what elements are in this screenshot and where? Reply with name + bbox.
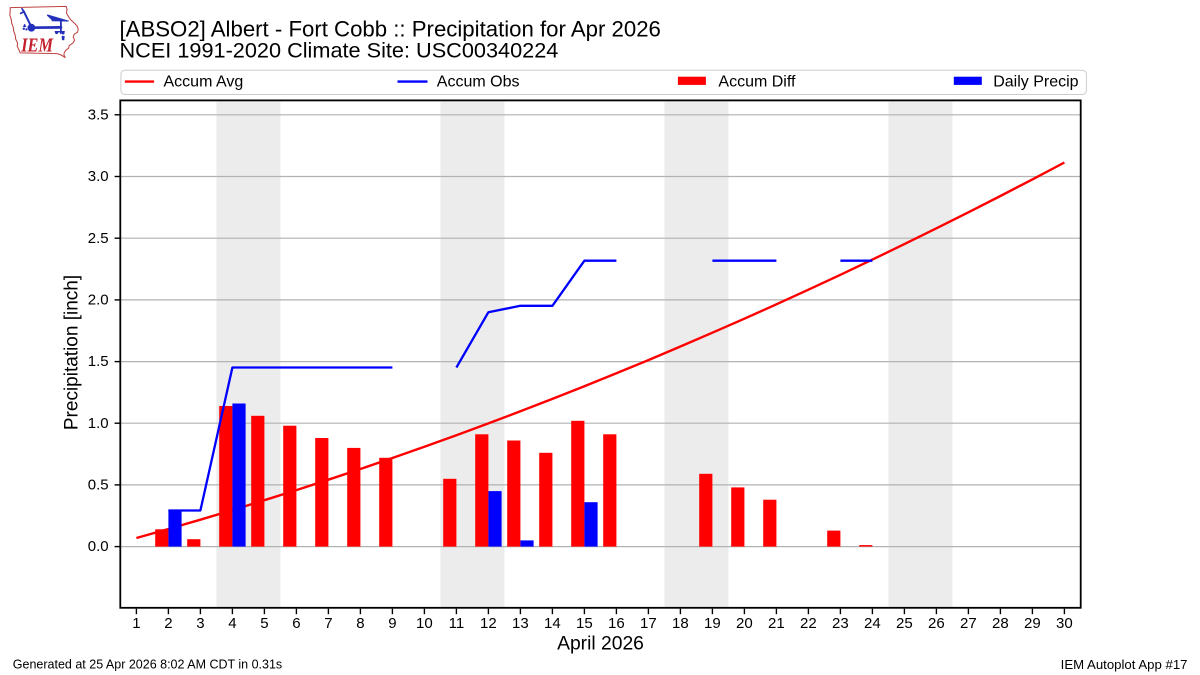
svg-text:11: 11: [449, 615, 465, 632]
svg-text:1.0: 1.0: [88, 415, 109, 432]
svg-text:3: 3: [196, 615, 204, 632]
svg-text:9: 9: [388, 615, 396, 632]
svg-text:7: 7: [324, 615, 332, 632]
svg-text:Generated at 25 Apr 2026 8:02: Generated at 25 Apr 2026 8:02 AM CDT in …: [13, 657, 282, 671]
svg-text:Daily Precip: Daily Precip: [993, 74, 1078, 91]
svg-text:[ABSO2] Albert - Fort Cobb ::: [ABSO2] Albert - Fort Cobb :: Precipitat…: [120, 16, 661, 41]
svg-text:0.5: 0.5: [88, 477, 109, 494]
svg-text:17: 17: [640, 615, 657, 632]
svg-text:3.5: 3.5: [88, 106, 109, 123]
svg-text:8: 8: [356, 615, 364, 632]
svg-text:15: 15: [576, 615, 593, 632]
svg-text:IEM: IEM: [20, 34, 54, 56]
svg-text:29: 29: [1024, 615, 1041, 632]
svg-text:14: 14: [544, 615, 561, 632]
svg-text:25: 25: [896, 615, 913, 632]
svg-text:Accum Avg: Accum Avg: [164, 74, 244, 91]
svg-text:IEM Autoplot App #17: IEM Autoplot App #17: [1061, 657, 1188, 672]
svg-text:18: 18: [672, 615, 689, 632]
svg-text:24: 24: [864, 615, 881, 632]
svg-text:20: 20: [736, 615, 753, 632]
svg-text:27: 27: [960, 615, 977, 632]
svg-text:23: 23: [832, 615, 849, 632]
svg-text:6: 6: [292, 615, 300, 632]
svg-text:1.5: 1.5: [88, 353, 109, 370]
svg-text:30: 30: [1056, 615, 1073, 632]
svg-text:2: 2: [164, 615, 172, 632]
svg-text:5: 5: [260, 615, 268, 632]
svg-text:2.0: 2.0: [88, 292, 109, 309]
svg-text:Accum Diff: Accum Diff: [718, 74, 796, 91]
svg-text:NCEI 1991-2020 Climate Site: U: NCEI 1991-2020 Climate Site: USC00340224: [120, 38, 559, 63]
svg-text:April 2026: April 2026: [557, 633, 644, 654]
svg-text:12: 12: [480, 615, 497, 632]
svg-text:Accum Obs: Accum Obs: [437, 74, 520, 91]
svg-text:1: 1: [132, 615, 140, 632]
svg-text:26: 26: [928, 615, 945, 632]
svg-text:Precipitation [inch]: Precipitation [inch]: [62, 275, 83, 430]
svg-text:4: 4: [228, 615, 236, 632]
svg-text:0.0: 0.0: [88, 538, 109, 555]
svg-text:19: 19: [704, 615, 721, 632]
svg-text:10: 10: [416, 615, 433, 632]
svg-text:2.5: 2.5: [88, 230, 109, 247]
svg-text:21: 21: [768, 615, 785, 632]
svg-text:22: 22: [800, 615, 817, 632]
svg-text:16: 16: [608, 615, 625, 632]
svg-text:28: 28: [992, 615, 1009, 632]
svg-text:13: 13: [512, 615, 529, 632]
svg-text:3.0: 3.0: [88, 168, 109, 185]
